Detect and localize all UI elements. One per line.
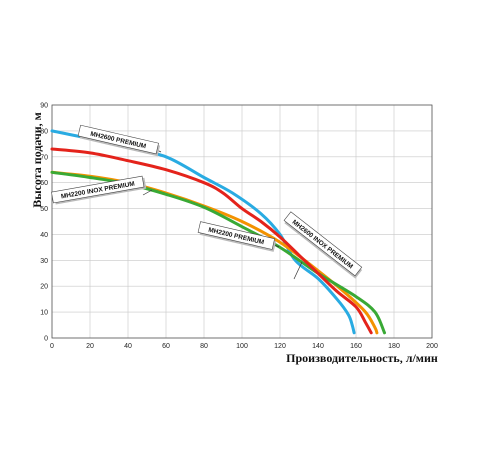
y-axis-title: Высота подачи, м [30, 112, 44, 208]
x-tick-label: 60 [162, 343, 170, 350]
callout-box [51, 175, 145, 204]
x-tick-label: 120 [274, 343, 286, 350]
tick-labels: 0 20 40 60 80 100 120 140 160 180 200 0 10 20 30 40 50 60… [40, 103, 438, 351]
x-tick-label: 180 [388, 343, 400, 350]
x-axis-title: Производительность, л/мин [286, 351, 438, 365]
y-tick-label: 0 [44, 336, 48, 343]
y-tick-label: 30 [40, 258, 48, 265]
x-tick-label: 40 [124, 343, 132, 350]
y-tick-label: 10 [40, 310, 48, 317]
callout-leader [142, 189, 153, 196]
x-tick-label: 20 [86, 343, 94, 350]
grid [51, 104, 433, 339]
callout-box [197, 221, 275, 250]
y-tick-label: 60 [40, 180, 48, 187]
y-tick-label: 80 [40, 128, 48, 135]
y-tick-label: 40 [40, 232, 48, 239]
plot-frame [51, 104, 433, 339]
x-tick-label: 0 [50, 343, 54, 350]
series-line-mh2600-inox-premium [50, 147, 373, 335]
callout-box [77, 124, 159, 155]
y-tick-label: 70 [40, 154, 48, 161]
x-tick-label: 100 [236, 343, 248, 350]
x-tick-label: 80 [200, 343, 208, 350]
y-tick-label: 90 [40, 103, 48, 110]
x-tick-label: 140 [312, 343, 324, 350]
y-tick-label: 20 [40, 284, 48, 291]
callout-leader [293, 261, 303, 280]
x-tick-label: 200 [426, 343, 438, 350]
callout-box [283, 211, 363, 277]
callout-label: MH2600 INOX PREMIUM [283, 211, 363, 279]
x-tick-label: 160 [350, 343, 362, 350]
y-tick-label: 50 [40, 206, 48, 213]
